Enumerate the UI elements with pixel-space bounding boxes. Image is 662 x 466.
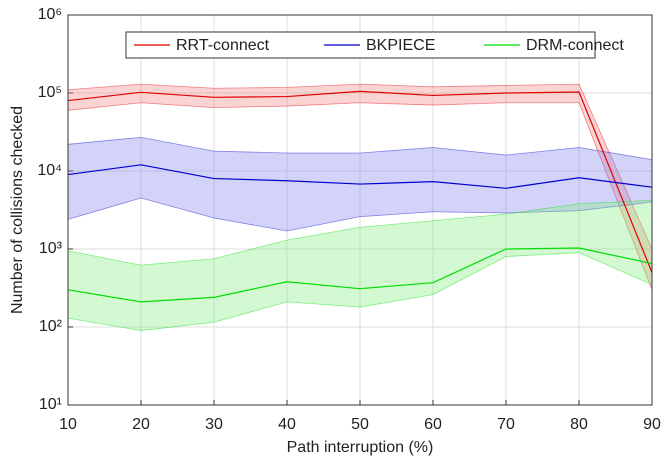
y-tick-label: 10⁴ bbox=[37, 162, 62, 179]
x-tick-label: 90 bbox=[643, 416, 661, 433]
line bbox=[67, 90, 653, 273]
band-edge bbox=[67, 102, 653, 290]
y-tick-label: 10³ bbox=[39, 240, 63, 257]
legend-label: RRT-connect bbox=[176, 37, 270, 54]
band-edge bbox=[67, 83, 653, 250]
y-tick-label: 10² bbox=[39, 318, 63, 335]
legend: RRT-connect BKPIECE DRM-connect bbox=[125, 31, 624, 59]
y-tick-label: 10⁶ bbox=[38, 6, 62, 23]
x-tick-label: 50 bbox=[351, 416, 369, 433]
band-fill bbox=[68, 200, 652, 331]
band-edge bbox=[67, 197, 653, 232]
line bbox=[67, 164, 653, 189]
x-tick-label: 10 bbox=[59, 416, 77, 433]
x-tick-label: 40 bbox=[278, 416, 296, 433]
band-edge bbox=[67, 199, 653, 266]
band-edge bbox=[67, 136, 653, 160]
x-tick-label: 30 bbox=[205, 416, 223, 433]
legend-label: DRM-connect bbox=[526, 37, 624, 54]
y-tick-label: 10⁵ bbox=[38, 84, 62, 101]
x-tick-label: 70 bbox=[497, 416, 515, 433]
y-axis-label: Number of collisions checked bbox=[9, 106, 26, 314]
x-axis-label: Path interruption (%) bbox=[287, 439, 434, 456]
y-tick-label: 10¹ bbox=[39, 396, 62, 413]
x-tick-label: 80 bbox=[570, 416, 588, 433]
x-tick-label: 20 bbox=[132, 416, 150, 433]
x-tick-label: 60 bbox=[424, 416, 442, 433]
plot-frame bbox=[67, 14, 653, 406]
band-edge bbox=[67, 252, 653, 331]
legend-label: BKPIECE bbox=[366, 37, 435, 54]
line bbox=[67, 247, 653, 303]
